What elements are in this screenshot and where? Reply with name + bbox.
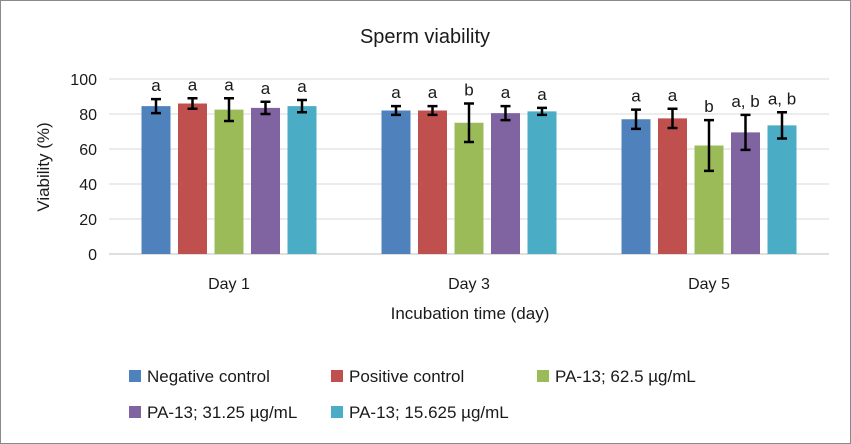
error-bar-5-1 [297,98,307,114]
y-axis-ticks: 0 20 40 60 80 100 [70,72,97,264]
significance-label-2-1: a [188,75,198,94]
legend-item-2: Positive control [331,367,464,386]
error-bar-2-1 [187,97,198,110]
error-bar-3-3 [704,118,714,173]
significance-label-5-1: a [297,77,307,96]
bar-1-3 [621,119,651,254]
legend-swatch-5 [331,406,343,418]
bar-4-2 [491,113,520,254]
significance-label-2-3: a [668,86,678,105]
y-axis-title: Viability (%) [34,122,53,211]
significance-label-3-3: b [704,97,713,116]
y-tick-label-40: 40 [79,177,97,194]
error-bar-1-1 [151,97,161,115]
legend-label-5: PA-13; 15.625 µg/mL [349,403,509,422]
x-axis-ticks: Day 1 Day 3 Day 5 [208,276,730,293]
significance-label-3-2: b [464,81,473,100]
legend-label-1: Negative control [147,367,270,386]
significance-label-4-1: a [261,79,271,98]
bar-4-3 [731,132,760,254]
legend-item-5: PA-13; 15.625 µg/mL [331,403,509,422]
chart-title: Sperm viability [360,26,490,48]
error-bar-1-3 [631,108,641,131]
legend: Negative control Positive control PA-13; 6… [129,367,696,422]
y-tick-label-20: 20 [79,212,97,229]
x-tick-label-3: Day 5 [688,276,730,293]
bar-3-2 [454,122,484,254]
error-bar-4-2 [500,104,511,122]
legend-label-2: Positive control [349,367,464,386]
bar-3-1 [214,109,244,254]
significance-label-1-3: a [631,87,641,106]
legend-item-3: PA-13; 62.5 µg/mL [537,367,696,386]
legend-swatch-4 [129,406,141,418]
y-tick-label-80: 80 [79,107,97,124]
error-bar-3-1 [224,97,234,123]
significance-label-5-2: a [537,85,547,104]
bar-5-3 [767,125,797,254]
significance-label-3-1: a [224,75,234,94]
significance-label-1-1: a [151,76,161,95]
y-tick-label-0: 0 [88,247,97,264]
error-bar-4-3 [740,113,751,152]
bar-4-1 [251,107,280,254]
error-bar-1-2 [391,104,401,117]
legend-swatch-3 [537,370,549,382]
significance-label-4-2: a [501,83,511,102]
legend-item-1: Negative control [129,367,270,386]
error-bar-2-3 [667,107,678,130]
error-bar-5-3 [777,111,787,140]
error-bar-2-2 [427,104,438,117]
bar-2-1 [178,103,207,254]
significance-label-4-3: a, b [731,92,759,111]
significance-label-2-2: a [428,83,438,102]
error-bar-4-1 [260,100,271,116]
legend-label-4: PA-13; 31.25 µg/mL [147,403,297,422]
legend-item-4: PA-13; 31.25 µg/mL [129,403,297,422]
legend-label-3: PA-13; 62.5 µg/mL [555,367,696,386]
y-tick-label-100: 100 [70,72,97,89]
legend-swatch-2 [331,370,343,382]
x-tick-label-2: Day 3 [448,276,490,293]
y-tick-label-60: 60 [79,142,97,159]
x-tick-label-1: Day 1 [208,276,250,293]
bar-2-2 [418,110,447,254]
significance-label-5-3: a, b [768,89,796,108]
significance-label-1-2: a [391,83,401,102]
error-bar-5-2 [537,106,547,117]
bar-5-2 [527,111,557,254]
bar-5-1 [287,106,317,254]
bar-2-3 [658,118,687,254]
bar-1-2 [381,110,411,254]
bars: a a a a a a a b a a a a b a, b a, b [141,75,797,254]
x-axis-title: Incubation time (day) [391,304,550,323]
bar-1-1 [141,106,171,254]
error-bar-3-2 [464,102,474,144]
legend-swatch-1 [129,370,141,382]
